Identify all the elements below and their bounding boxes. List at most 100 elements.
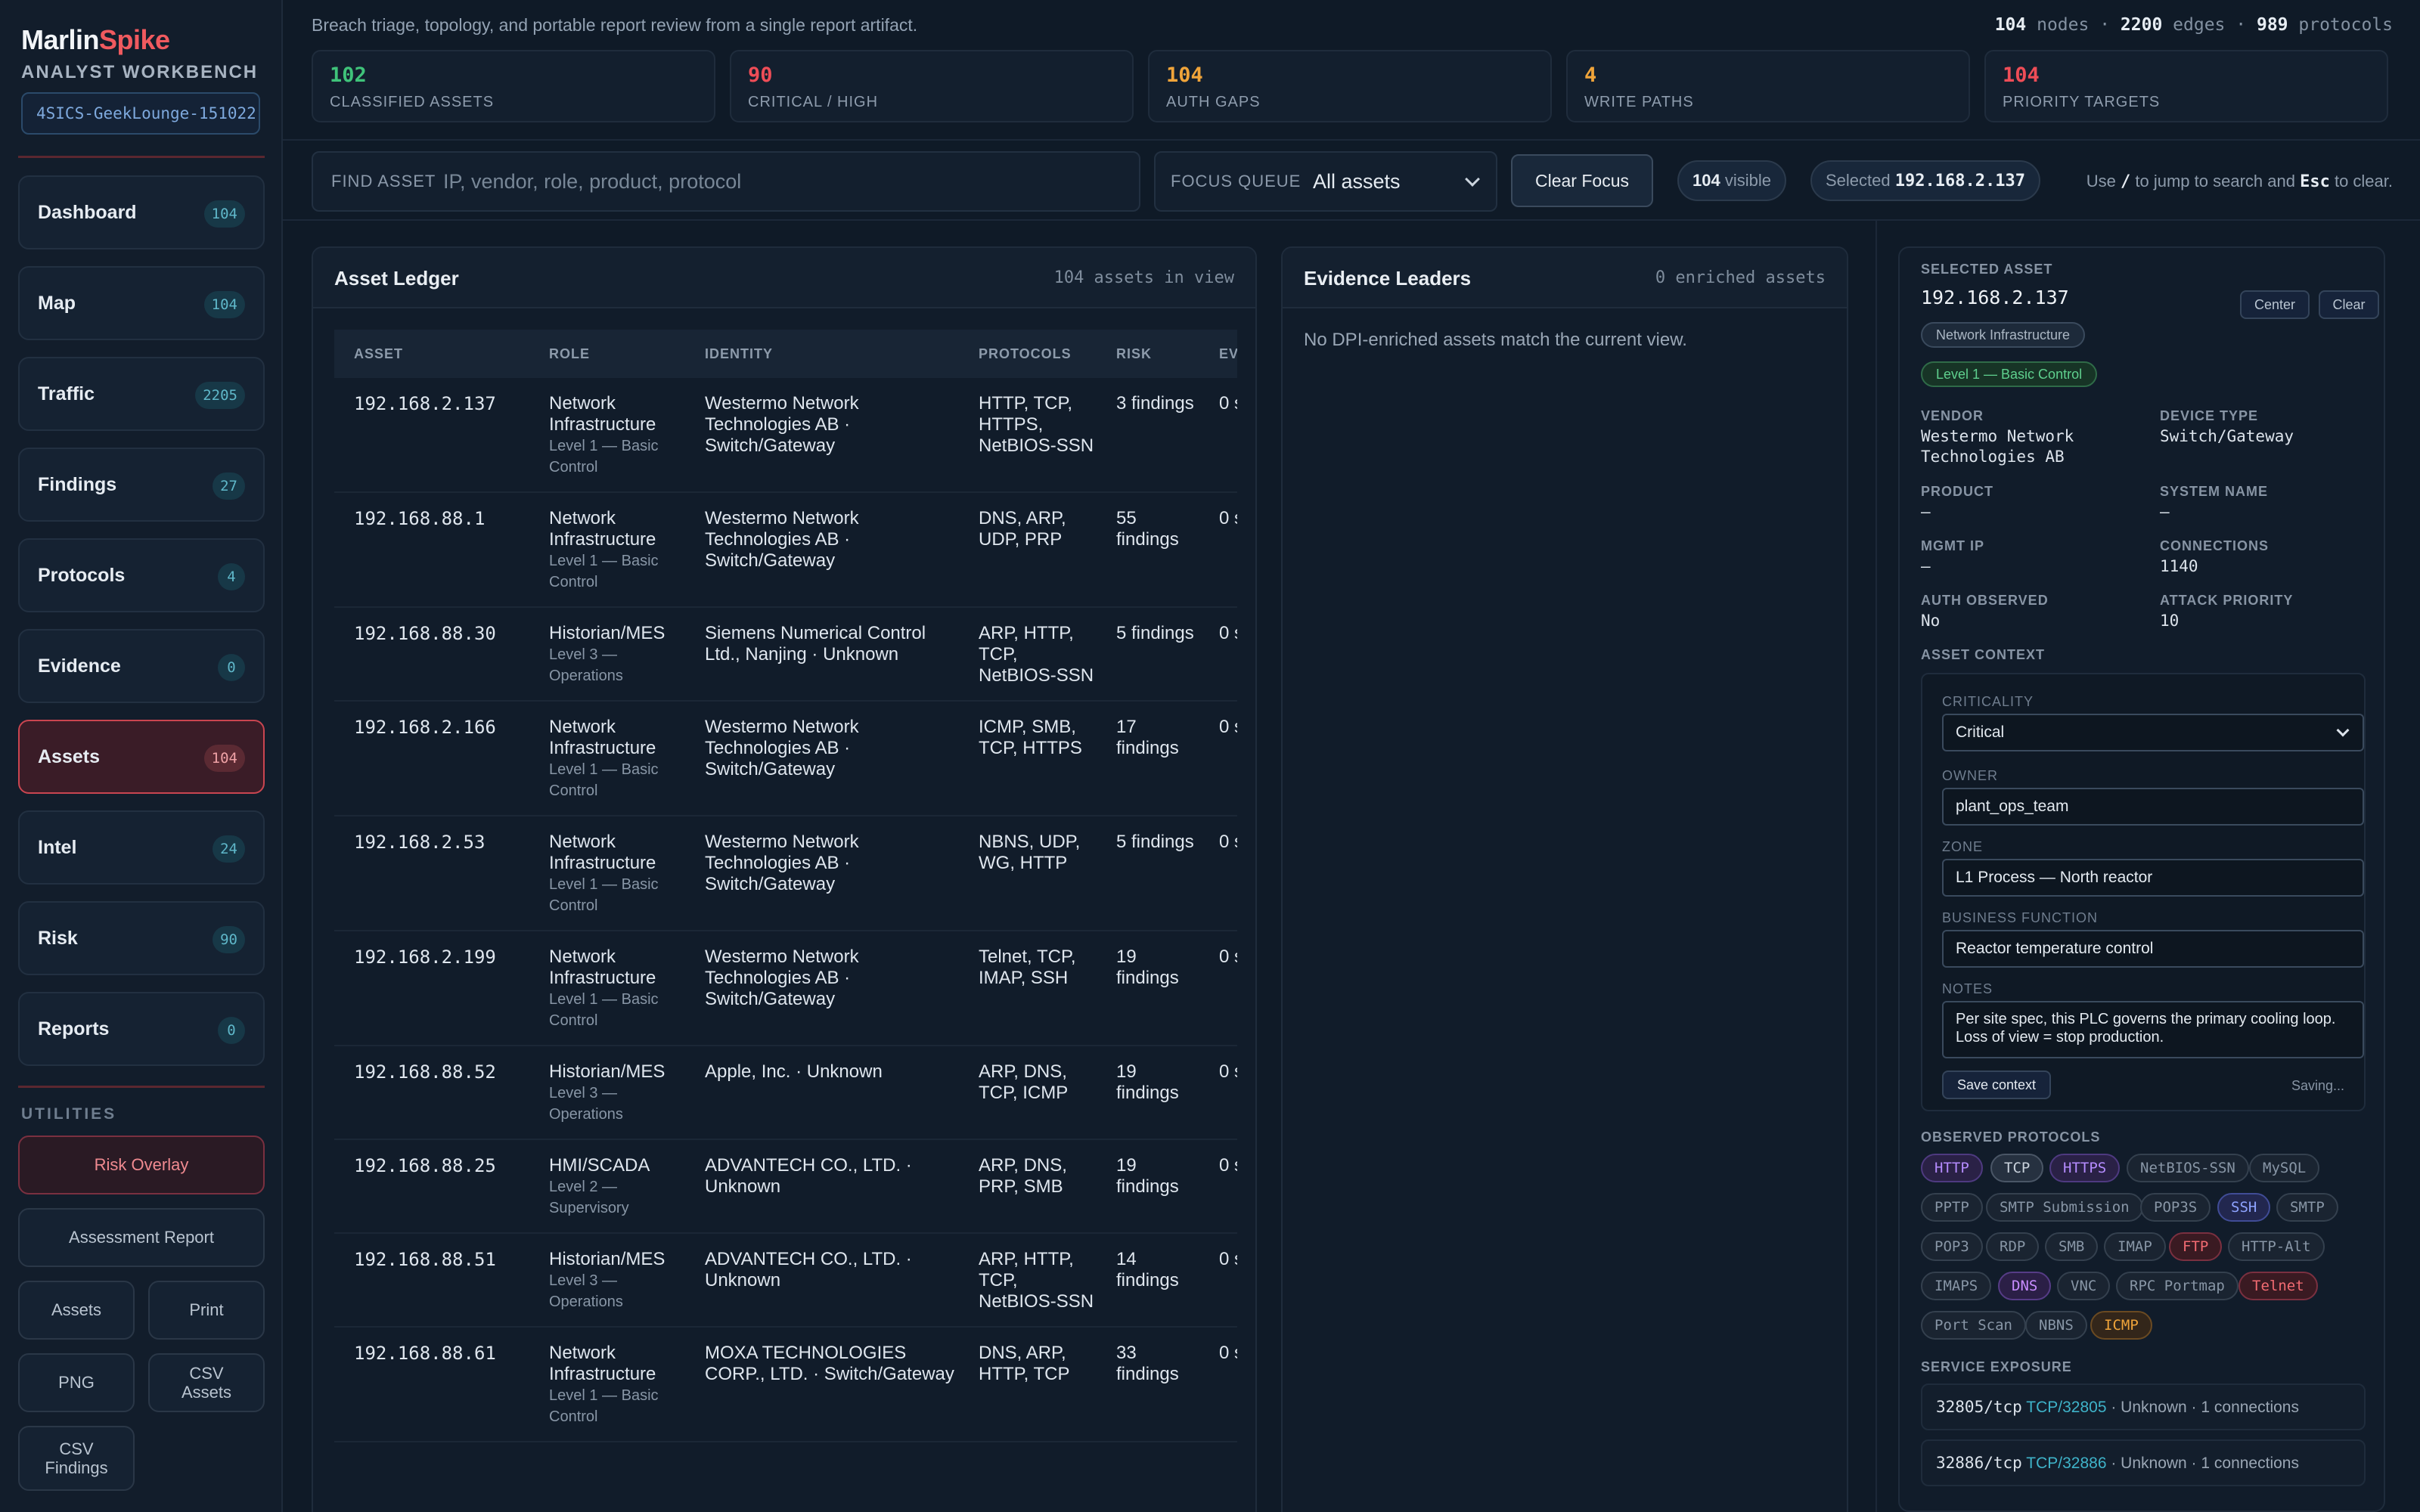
table-row[interactable]: 192.168.88.61 Network Infrastructure Level… — [334, 1327, 1237, 1442]
protocol-chip-pptp[interactable]: PPTP — [1921, 1193, 1983, 1222]
summary-card-critical-high[interactable]: 90 CRITICAL / HIGH — [730, 50, 1134, 122]
capture-name-field[interactable]: 4SICS-GeekLounge-151022 — [21, 92, 260, 135]
column-header-ev[interactable]: EV — [1219, 345, 1237, 361]
summary-card-priority-targets[interactable]: 104 PRIORITY TARGETS — [1984, 50, 2388, 122]
protocol-chip-https[interactable]: HTTPS — [2049, 1154, 2121, 1182]
summary-card-label: AUTH GAPS — [1166, 94, 1261, 110]
sidebar-item-protocols[interactable]: Protocols 4 — [18, 538, 265, 612]
save-context-button[interactable]: Save context — [1942, 1070, 2051, 1099]
table-row[interactable]: 192.168.88.25 HMI/SCADA Level 2 — Supervis… — [334, 1139, 1237, 1234]
clear-focus-button[interactable]: Clear Focus — [1511, 154, 1653, 207]
protocol-chip-ftp[interactable]: FTP — [2169, 1232, 2223, 1261]
sidebar-item-risk[interactable]: Risk 90 — [18, 901, 265, 975]
table-row[interactable]: 192.168.88.51 Historian/MES Level 3 — Oper… — [334, 1233, 1237, 1328]
owner-input[interactable]: plant_ops_team — [1942, 788, 2364, 826]
criticality-select[interactable]: Critical — [1942, 714, 2364, 751]
panel-header: Asset Ledger 104 assets in view — [313, 248, 1255, 308]
protocol-chip-port-scan[interactable]: Port Scan — [1921, 1311, 2026, 1340]
sidebar-item-assets[interactable]: Assets 104 — [18, 720, 265, 794]
level-text: Level 1 — Basic Control — [549, 438, 659, 476]
sidebar-item-map[interactable]: Map 104 — [18, 266, 265, 340]
asset-table-scroll[interactable]: ASSET ROLE IDENTITY PROTOCOLS RISK EV 192.168… — [334, 330, 1237, 1512]
find-asset-input[interactable] — [443, 153, 1124, 210]
clear-selection-button[interactable]: Clear — [2319, 290, 2379, 319]
center-button[interactable]: Center — [2240, 290, 2310, 319]
protocol-chip-dns[interactable]: DNS — [1998, 1272, 2052, 1300]
connections-label: CONNECTIONS — [2160, 538, 2270, 553]
role-cell: Historian/MES Level 3 — Operations — [529, 607, 685, 702]
sidebar-item-label: Intel — [38, 837, 77, 858]
risk-cell: 33 findings — [1097, 1327, 1199, 1442]
summary-card-label: WRITE PATHS — [1584, 94, 1694, 110]
protocol-chip-imap[interactable]: IMAP — [2104, 1232, 2166, 1261]
csv-findings-button[interactable]: CSV Findings — [18, 1426, 135, 1491]
table-row[interactable]: 192.168.2.166 Network Infrastructure Level… — [334, 701, 1237, 816]
sidebar-item-traffic[interactable]: Traffic 2205 — [18, 357, 265, 431]
summary-card-write-paths[interactable]: 4 WRITE PATHS — [1566, 50, 1970, 122]
sidebar-item-evidence[interactable]: Evidence 0 — [18, 629, 265, 703]
service-exposure-row[interactable]: 32886/tcp TCP/32886 · Unknown · 1 connec… — [1921, 1439, 2366, 1486]
csv-assets-button[interactable]: CSV Assets — [148, 1353, 265, 1412]
level-text: Level 1 — Basic Control — [549, 761, 659, 799]
level-text: Level 2 — Supervisory — [549, 1179, 629, 1216]
sidebar-item-dashboard[interactable]: Dashboard 104 — [18, 175, 265, 249]
protocol-chip-smtp[interactable]: SMTP — [2276, 1193, 2338, 1222]
sidebar-item-count-badge: 0 — [218, 654, 245, 681]
notes-textarea[interactable]: Per site spec, this PLC governs the prim… — [1942, 1001, 2364, 1058]
table-row[interactable]: 192.168.2.199 Network Infrastructure Level… — [334, 931, 1237, 1046]
protocol-chip-tcp[interactable]: TCP — [1990, 1154, 2044, 1182]
sidebar-item-reports[interactable]: Reports 0 — [18, 992, 265, 1066]
protocol-chip-smtp-submission[interactable]: SMTP Submission — [1986, 1193, 2143, 1222]
protocol-chip-rpc-portmap[interactable]: RPC Portmap — [2116, 1272, 2238, 1300]
column-header-identity[interactable]: IDENTITY — [705, 345, 774, 361]
column-header-risk[interactable]: RISK — [1116, 345, 1153, 361]
column-header-role[interactable]: ROLE — [549, 345, 591, 361]
png-export-button[interactable]: PNG — [18, 1353, 135, 1412]
column-header-asset[interactable]: ASSET — [354, 345, 404, 361]
sidebar-item-count-badge: 24 — [213, 835, 245, 863]
asset-ip-cell: 192.168.2.199 — [334, 931, 529, 1046]
protocol-chip-http-alt[interactable]: HTTP-Alt — [2228, 1232, 2325, 1261]
level-text: Level 1 — Basic Control — [549, 1387, 659, 1425]
visible-label: visible — [1724, 171, 1771, 190]
risk-overlay-button[interactable]: Risk Overlay — [18, 1136, 265, 1194]
protocol-chip-icmp[interactable]: ICMP — [2090, 1311, 2152, 1340]
print-button[interactable]: Print — [148, 1281, 265, 1340]
asset-ip-cell: 192.168.88.25 — [334, 1139, 529, 1234]
evidence-cell: 0 se — [1199, 1233, 1237, 1328]
column-header-protocols[interactable]: PROTOCOLS — [979, 345, 1072, 361]
chevron-down-icon — [2336, 723, 2350, 737]
sidebar-item-findings[interactable]: Findings 27 — [18, 448, 265, 522]
protocol-chip-smb[interactable]: SMB — [2045, 1232, 2099, 1261]
service-exposure-row[interactable]: 32805/tcp TCP/32805 · Unknown · 1 connec… — [1921, 1383, 2366, 1430]
business-function-input[interactable]: Reactor temperature control — [1942, 930, 2364, 968]
toolbar: FIND ASSET FOCUS QUEUE All assets Clear … — [283, 139, 2420, 221]
assessment-report-button[interactable]: Assessment Report — [18, 1208, 265, 1267]
focus-queue-select[interactable]: FOCUS QUEUE All assets — [1154, 151, 1497, 212]
protocol-chip-http[interactable]: HTTP — [1921, 1154, 1983, 1182]
protocol-chip-pop3[interactable]: POP3 — [1921, 1232, 1983, 1261]
protocol-chip-rdp[interactable]: RDP — [1986, 1232, 2040, 1261]
summary-card-classified-assets[interactable]: 102 CLASSIFIED ASSETS — [312, 50, 715, 122]
protocol-chip-netbios-ssn[interactable]: NetBIOS-SSN — [2127, 1154, 2249, 1182]
level-text: Level 3 — Operations — [549, 1272, 623, 1310]
zone-input[interactable]: L1 Process — North reactor — [1942, 859, 2364, 897]
protocol-chip-imaps[interactable]: IMAPS — [1921, 1272, 1992, 1300]
sidebar-item-intel[interactable]: Intel 24 — [18, 810, 265, 885]
table-row[interactable]: 192.168.2.53 Network Infrastructure Level … — [334, 816, 1237, 931]
product-label: PRODUCT — [1921, 484, 1993, 499]
protocol-chip-ssh[interactable]: SSH — [2217, 1193, 2271, 1222]
protocol-chip-vnc[interactable]: VNC — [2057, 1272, 2111, 1300]
summary-card-auth-gaps[interactable]: 104 AUTH GAPS — [1148, 50, 1552, 122]
table-row[interactable]: 192.168.88.1 Network Infrastructure Level … — [334, 492, 1237, 608]
protocol-chip-telnet[interactable]: Telnet — [2238, 1272, 2318, 1300]
assets-export-button[interactable]: Assets — [18, 1281, 135, 1340]
table-row[interactable]: 192.168.88.30 Historian/MES Level 3 — Oper… — [334, 607, 1237, 702]
keyboard-hint: Use / to jump to search and Esc to clear… — [2086, 141, 2393, 223]
protocol-chip-pop3s[interactable]: POP3S — [2140, 1193, 2211, 1222]
table-row[interactable]: 192.168.2.137 Network Infrastructure Level… — [334, 378, 1237, 493]
protocol-chip-mysql[interactable]: MySQL — [2249, 1154, 2320, 1182]
table-row[interactable]: 192.168.88.52 Historian/MES Level 3 — Oper… — [334, 1046, 1237, 1140]
protocol-chip-nbns[interactable]: NBNS — [2025, 1311, 2087, 1340]
risk-cell: 17 findings — [1097, 701, 1199, 816]
